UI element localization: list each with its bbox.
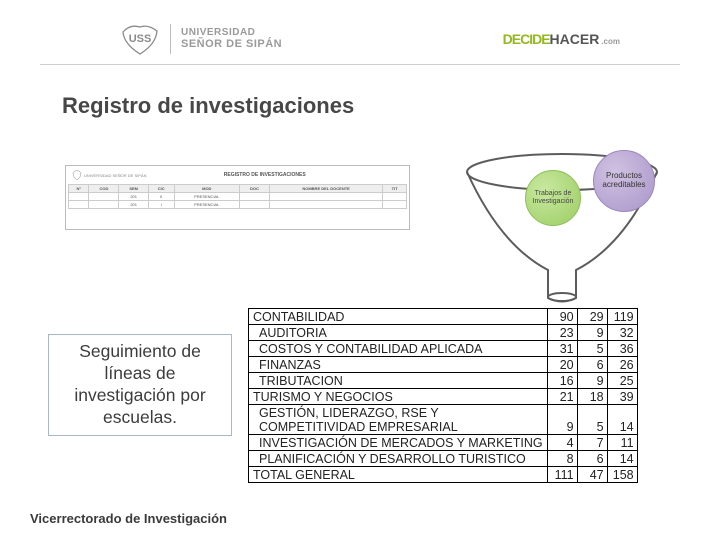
table-row: AUDITORIA23932 (249, 325, 638, 341)
row-value: 158 (607, 467, 637, 483)
row-value: 20 (547, 357, 577, 373)
row-value: 31 (547, 341, 577, 357)
row-value: 26 (607, 357, 637, 373)
table-row: TOTAL GENERAL11147158 (249, 467, 638, 483)
row-value: 111 (547, 467, 577, 483)
header: USS UNIVERSIDAD SEÑOR DE SIPÁN DECIDE HA… (40, 0, 680, 65)
row-value: 32 (607, 325, 637, 341)
registro-thumbnail: UNIVERSIDAD SEÑOR DE SIPÁN REGISTRO DE I… (65, 165, 410, 230)
row-value: 11 (607, 435, 637, 451)
table-row: GESTIÓN, LIDERAZGO, RSE Y COMPETITIVIDAD… (249, 405, 638, 435)
funnel-diagram: Trabajos de Investigación Productos acre… (460, 150, 665, 305)
table-row: COSTOS Y CONTABILIDAD APLICADA31536 (249, 341, 638, 357)
row-value: 5 (577, 341, 607, 357)
logo-left-text: UNIVERSIDAD SEÑOR DE SIPÁN (181, 27, 282, 50)
page-title: Registro de investigaciones (62, 93, 720, 119)
row-value: 14 (607, 451, 637, 467)
row-value: 7 (577, 435, 607, 451)
row-value: 47 (577, 467, 607, 483)
row-label: INVESTIGACIÓN DE MERCADOS Y MARKETING (249, 435, 548, 451)
row-label: COSTOS Y CONTABILIDAD APLICADA (249, 341, 548, 357)
row-label: TRIBUTACION (249, 373, 548, 389)
logo-left: USS UNIVERSIDAD SEÑOR DE SIPÁN (120, 22, 282, 56)
row-value: 119 (607, 309, 637, 325)
row-value: 21 (547, 389, 577, 405)
row-value: 25 (607, 373, 637, 389)
row-value: 9 (577, 325, 607, 341)
row-value: 14 (607, 405, 637, 435)
table-row: TURISMO Y NEGOCIOS211839 (249, 389, 638, 405)
row-value: 90 (547, 309, 577, 325)
table-row: TRIBUTACION16925 (249, 373, 638, 389)
table-row: FINANZAS20626 (249, 357, 638, 373)
row-value: 18 (577, 389, 607, 405)
sidebar-note: Seguimiento de líneas de investigación p… (48, 334, 232, 436)
registro-thumb-table: N°CODSEMCICMODDOCNOMBRE DEL DOCENTETIT 2… (68, 184, 407, 209)
row-value: 6 (577, 451, 607, 467)
row-value: 36 (607, 341, 637, 357)
logo-right-part2: HACER.com (550, 31, 620, 47)
table-row: PLANIFICACIÓN Y DESARROLLO TURISTICO8614 (249, 451, 638, 467)
logo-line1: UNIVERSIDAD (181, 27, 282, 38)
row-value: 39 (607, 389, 637, 405)
row-value: 8 (547, 451, 577, 467)
row-label: AUDITORIA (249, 325, 548, 341)
row-value: 9 (547, 405, 577, 435)
row-value: 23 (547, 325, 577, 341)
table-row: CONTABILIDAD9029119 (249, 309, 638, 325)
row-value: 4 (547, 435, 577, 451)
data-table: CONTABILIDAD9029119AUDITORIA23932COSTOS … (248, 308, 638, 483)
row-value: 16 (547, 373, 577, 389)
row-label: PLANIFICACIÓN Y DESARROLLO TURISTICO (249, 451, 548, 467)
row-label: FINANZAS (249, 357, 548, 373)
table-row: INVESTIGACIÓN DE MERCADOS Y MARKETING471… (249, 435, 638, 451)
svg-text:USS: USS (129, 33, 152, 45)
logo-right-part1: DECIDE (503, 31, 550, 47)
bubble-trabajos: Trabajos de Investigación (525, 170, 581, 226)
row-value: 5 (577, 405, 607, 435)
row-value: 9 (577, 373, 607, 389)
uss-logo-icon: USS (120, 22, 160, 56)
row-label: CONTABILIDAD (249, 309, 548, 325)
row-label: TURISMO Y NEGOCIOS (249, 389, 548, 405)
row-value: 6 (577, 357, 607, 373)
row-value: 29 (577, 309, 607, 325)
bubble-productos: Productos acreditables (593, 150, 655, 212)
logo-line2: SEÑOR DE SIPÁN (181, 38, 282, 50)
row-label: TOTAL GENERAL (249, 467, 548, 483)
footer-text: Vicerrectorado de Investigación (30, 511, 227, 526)
row-label: GESTIÓN, LIDERAZGO, RSE Y COMPETITIVIDAD… (249, 405, 548, 435)
logo-right: DECIDE HACER.com (503, 31, 620, 47)
